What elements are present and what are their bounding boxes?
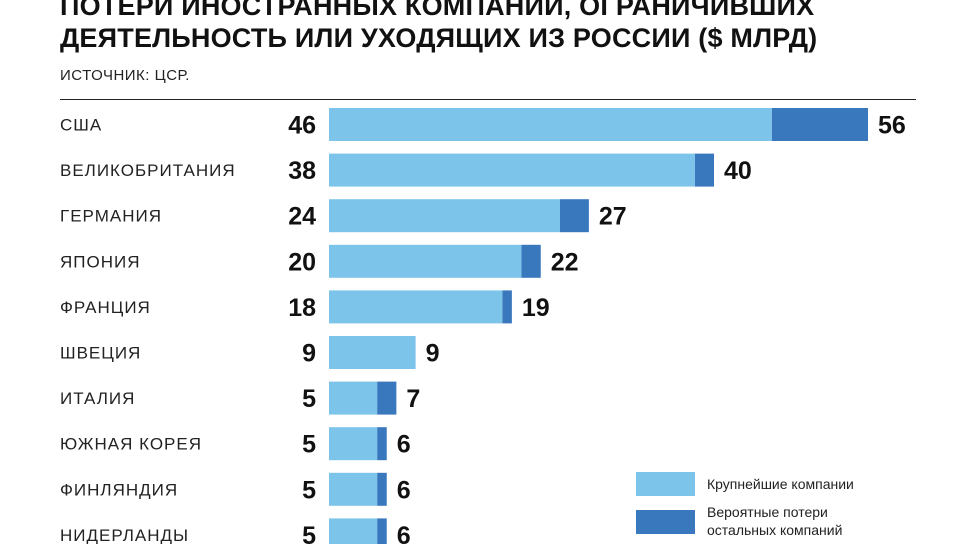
value-label-largest: 46	[288, 112, 316, 140]
bar-largest	[329, 472, 378, 506]
bar-others	[377, 518, 387, 544]
category-label: ИТАЛИЯ	[60, 389, 135, 408]
value-label-largest: 38	[288, 157, 316, 185]
legend-label-others-line-2: остальных компаний	[707, 522, 842, 538]
category-label: ВЕЛИКОБРИТАНИЯ	[60, 161, 236, 180]
legend-label-others-line-1: Вероятные потери	[707, 504, 828, 520]
category-label: ЮЖНАЯ КОРЕЯ	[60, 435, 202, 454]
value-label-total: 56	[878, 112, 906, 140]
bar-largest	[329, 290, 503, 324]
bar-largest	[329, 244, 522, 278]
bar-largest	[329, 108, 772, 141]
value-label-largest: 5	[302, 522, 316, 544]
bar-largest	[329, 199, 560, 233]
bar-others	[560, 199, 589, 233]
category-label: ЯПОНИЯ	[60, 252, 141, 271]
value-label-total: 7	[406, 385, 420, 413]
bar-others	[502, 290, 512, 324]
legend-swatch-largest	[636, 472, 695, 496]
value-label-largest: 18	[288, 294, 316, 322]
bar-others	[521, 244, 541, 278]
value-label-total: 6	[397, 431, 411, 459]
value-label-largest: 5	[302, 385, 316, 413]
legend-label-largest: Крупнейшие компании	[707, 476, 854, 492]
bar-largest	[329, 427, 378, 461]
bar-largest	[329, 381, 378, 415]
bar-largest	[329, 153, 695, 187]
value-label-total: 9	[426, 340, 440, 368]
title-divider	[60, 99, 916, 100]
value-label-total: 19	[522, 294, 550, 322]
category-label: ФИНЛЯНДИЯ	[60, 480, 178, 499]
value-label-largest: 20	[288, 248, 316, 276]
bar-largest	[329, 336, 416, 369]
value-label-total: 40	[724, 157, 752, 185]
chart-title: ПОТЕРИ ИНОСТРАННЫХ КОМПАНИЙ, ОГРАНИЧИВШИ…	[60, 0, 817, 54]
value-label-total: 27	[599, 203, 627, 231]
value-label-total: 22	[551, 248, 579, 276]
category-label: ШВЕЦИЯ	[60, 344, 141, 363]
bar-others	[377, 427, 387, 461]
category-label: ГЕРМАНИЯ	[60, 207, 162, 226]
category-label: ФРАНЦИЯ	[60, 298, 151, 317]
bar-others	[377, 472, 387, 506]
bar-others	[771, 108, 868, 141]
bar-others	[377, 381, 397, 415]
chart-title-line-1: ПОТЕРИ ИНОСТРАННЫХ КОМПАНИЙ, ОГРАНИЧИВШИ…	[60, 0, 815, 21]
legend-swatch-others	[636, 510, 695, 534]
chart-title-line-2: ДЕЯТЕЛЬНОСТЬ ИЛИ УХОДЯЩИХ ИЗ РОССИИ ($ М…	[60, 23, 818, 53]
value-label-total: 6	[397, 476, 411, 504]
value-label-largest: 24	[288, 203, 316, 231]
category-label: НИДЕРЛАНДЫ	[60, 526, 189, 544]
bar-others	[694, 153, 714, 187]
value-label-largest: 5	[302, 476, 316, 504]
chart-source: ИСТОЧНИК: ЦСР.	[60, 67, 190, 84]
value-label-largest: 9	[302, 340, 316, 368]
value-label-total: 6	[397, 522, 411, 544]
bar-largest	[329, 518, 378, 544]
legend: Крупнейшие компании Вероятные потери ост…	[636, 472, 854, 538]
category-label: США	[60, 116, 102, 135]
value-label-largest: 5	[302, 431, 316, 459]
